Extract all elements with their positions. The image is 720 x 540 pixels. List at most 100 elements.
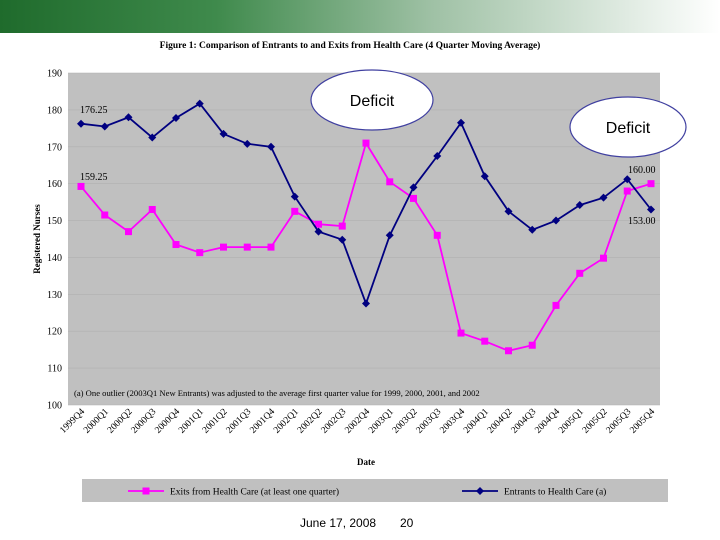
x-tick-label: 2001Q4	[248, 407, 277, 436]
data-point-entrants	[480, 172, 489, 181]
legend: Exits from Health Care (at least one qua…	[128, 487, 606, 498]
x-tick-label: 2001Q3	[225, 407, 254, 436]
x-tick-label: 2005Q2	[581, 407, 610, 436]
x-tick-label: 2000Q2	[106, 407, 135, 436]
data-label-exits-start: 159.25	[80, 172, 108, 183]
legend-box	[82, 479, 668, 502]
x-tick-label: 2002Q2	[296, 407, 325, 436]
data-point-entrants	[647, 205, 655, 214]
y-tick-label: 110	[47, 364, 62, 375]
data-point-entrants	[528, 225, 537, 234]
x-tick-label: 2004Q3	[510, 407, 539, 436]
data-point-entrants	[100, 122, 109, 131]
data-point-exits	[576, 269, 584, 277]
legend-marker-exits	[142, 487, 150, 495]
y-tick-label: 130	[47, 290, 62, 301]
data-point-entrants	[623, 175, 632, 184]
data-point-exits	[600, 254, 607, 262]
data-point-exits	[125, 228, 132, 236]
legend-label: Entrants to Health Care (a)	[504, 487, 606, 498]
x-tick-label: 2000Q4	[153, 407, 182, 436]
data-label-entrants-start: 176.25	[80, 105, 108, 116]
data-point-entrants	[575, 201, 584, 210]
data-point-exits	[220, 243, 227, 251]
x-tick-label: 2003Q2	[391, 407, 420, 436]
x-tick-label: 2001Q1	[177, 407, 206, 436]
x-tick-label: 2000Q3	[130, 407, 159, 436]
x-tick-label: 2004Q2	[486, 407, 515, 436]
x-axis-label: Date	[357, 457, 375, 467]
data-point-entrants	[219, 129, 228, 138]
y-tick-label: 120	[47, 327, 62, 338]
data-point-exits	[267, 243, 275, 251]
data-point-exits	[552, 301, 560, 309]
data-point-exits	[623, 187, 631, 195]
data-point-exits	[647, 180, 655, 188]
y-tick-labels: 100 110 120 130 140 150 160 170 180 190	[47, 69, 62, 412]
data-point-entrants	[148, 133, 157, 142]
data-point-entrants	[124, 113, 133, 122]
data-point-exits	[338, 222, 346, 230]
data-point-entrants	[77, 119, 85, 128]
x-tick-label: 1999Q4	[58, 407, 87, 436]
title-band	[0, 0, 720, 33]
x-tick-label: 2004Q4	[533, 407, 562, 436]
x-tick-label: 2005Q3	[605, 407, 634, 436]
data-point-entrants	[195, 99, 204, 108]
footer-date: June 17, 2008	[300, 516, 377, 530]
data-point-entrants	[552, 216, 560, 225]
data-point-entrants	[314, 227, 323, 236]
data-point-exits	[196, 249, 204, 257]
deficit-callout-left: Deficit	[310, 69, 434, 131]
y-tick-label: 140	[47, 253, 62, 264]
data-point-exits	[410, 194, 417, 202]
y-tick-label: 190	[47, 69, 62, 80]
footnote: (a) One outlier (2003Q1 New Entrants) wa…	[74, 388, 480, 398]
data-point-entrants	[243, 139, 252, 148]
y-tick-label: 100	[47, 401, 62, 412]
data-point-entrants	[504, 207, 513, 216]
data-point-entrants	[457, 118, 465, 127]
legend-marker-entrants	[476, 487, 484, 495]
data-point-entrants	[433, 152, 442, 160]
x-tick-label: 2005Q1	[557, 407, 586, 436]
deficit-label-right: Deficit	[606, 120, 651, 137]
data-point-exits	[386, 178, 394, 186]
data-point-entrants	[267, 142, 275, 151]
data-point-exits	[457, 329, 465, 337]
data-point-exits	[315, 220, 322, 228]
data-point-entrants	[290, 192, 299, 201]
x-tick-label: 2002Q4	[343, 407, 372, 436]
deficit-label-left: Deficit	[350, 93, 395, 110]
y-axis-label: Registered Nurses	[32, 204, 42, 274]
legend-label: Exits from Health Care (at least one qua…	[170, 487, 339, 498]
data-point-exits	[528, 341, 536, 349]
page-number: 20	[400, 516, 414, 530]
data-point-exits	[362, 139, 370, 147]
data-point-entrants	[409, 183, 418, 192]
data-point-exits	[243, 243, 251, 251]
data-point-entrants	[338, 235, 347, 244]
data-point-entrants	[362, 299, 370, 308]
data-point-entrants	[599, 193, 608, 202]
x-tick-label: 2000Q1	[82, 407, 111, 436]
y-tick-label: 160	[47, 179, 62, 190]
x-tick-label: 2003Q4	[438, 407, 467, 436]
data-point-exits	[77, 182, 85, 190]
x-tick-label: 2003Q3	[415, 407, 444, 436]
data-point-entrants	[172, 114, 180, 123]
data-point-exits	[505, 347, 512, 355]
y-tick-label: 170	[47, 142, 62, 153]
data-point-exits	[291, 207, 299, 215]
y-tick-label: 180	[47, 105, 62, 116]
x-tick-label: 2002Q1	[272, 407, 301, 436]
data-point-exits	[148, 205, 156, 213]
data-point-entrants	[385, 231, 394, 240]
data-point-exits	[481, 337, 489, 345]
y-tick-label: 150	[47, 216, 62, 227]
x-tick-label: 2003Q1	[367, 407, 396, 436]
data-label-entrants-end: 153.00	[628, 216, 656, 227]
data-point-exits	[433, 231, 441, 239]
